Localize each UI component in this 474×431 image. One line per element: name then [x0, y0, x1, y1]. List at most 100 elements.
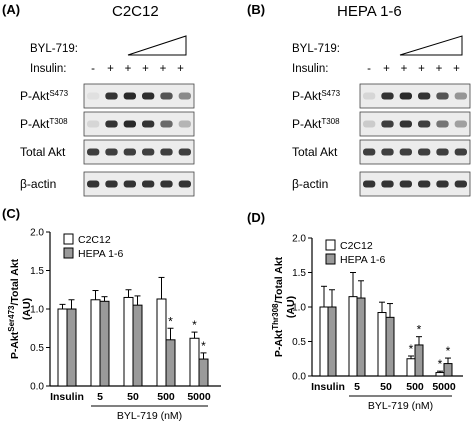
blot-row-label-a: β-actin [20, 177, 56, 191]
x-tick-label-d: 5 [354, 381, 360, 393]
panel-d-letter: (D) [247, 210, 265, 225]
blot-band-b [418, 92, 431, 100]
bar-c [66, 308, 77, 387]
panel-b-letter: (B) [247, 2, 265, 17]
blot-band-a [123, 120, 136, 128]
panel-c-letter: (C) [2, 206, 20, 221]
blot-band-b [381, 92, 394, 100]
blot-band-a [142, 120, 155, 128]
blot-row-label-a: P-AktT308 [20, 117, 68, 132]
y-tick-label-d: 2.0 [292, 234, 306, 245]
blot-band-a [123, 92, 136, 100]
significance-mark-d: * [446, 344, 451, 358]
blot-band-a [160, 180, 173, 188]
x-tick-label-c: 5 [97, 391, 103, 403]
blot-band-b [381, 120, 394, 128]
insulin-mark-a: + [160, 63, 167, 75]
blot-band-a [105, 120, 118, 128]
blot-band-b [363, 120, 376, 128]
bar-c [156, 298, 167, 387]
bar-d [319, 306, 329, 377]
bar-d [327, 306, 337, 377]
y-axis-unit-d: (AU) [285, 296, 297, 318]
blot-band-b [454, 92, 467, 100]
blot-band-b [399, 92, 412, 100]
y-tick-label-c: 2.0 [30, 228, 44, 239]
x-tick-label-d: 50 [380, 381, 392, 393]
panel-a-title: C2C12 [112, 3, 159, 20]
blot-row-label-a: P-AktS473 [20, 89, 69, 104]
blot-band-a [123, 148, 136, 156]
blot-box-b [359, 83, 471, 109]
significance-mark-c: * [201, 339, 206, 353]
blot-band-b [418, 180, 431, 188]
panel-b-dose-wedge [399, 35, 463, 56]
panel-b-insulin-label: Insulin: [292, 63, 328, 75]
legend-label-d: HEPA 1-6 [340, 254, 385, 266]
insulin-mark-a: + [142, 63, 149, 75]
insulin-mark-a: + [107, 63, 114, 75]
blot-band-a [160, 92, 173, 100]
blot-band-a [160, 148, 173, 156]
x-tick-label-c: Insulin [50, 391, 84, 403]
bar-d [435, 372, 445, 377]
insulin-mark-b: - [367, 63, 371, 75]
blot-band-b [363, 92, 376, 100]
chart-c: 0.0 0.5 1.0 1.5 2.0 P-AktSer473/Total Akt(AU)… [7, 228, 221, 422]
significance-mark-d: * [438, 357, 443, 371]
y-axis-unit-c: (AU) [21, 298, 33, 320]
x-tick-label-c: 50 [127, 391, 139, 403]
bar-c [90, 299, 101, 387]
x-tick-label-d: Insulin [311, 381, 345, 393]
blot-band-b [454, 120, 467, 128]
blot-box-b [359, 139, 471, 165]
blot-box-a [83, 139, 195, 165]
y-tick-label-d: 1.0 [292, 303, 306, 314]
x-tick-label-c: 5000 [187, 391, 211, 403]
group-label-c: BYL-719 (nM) [117, 410, 182, 422]
insulin-mark-a: + [125, 63, 132, 75]
blot-box-a [83, 83, 195, 109]
y-tick-label-c: 0.5 [30, 343, 44, 354]
y-tick-label-c: 1.5 [30, 266, 44, 277]
blot-row-label-b: Total Akt [292, 145, 338, 159]
blot-band-a [142, 180, 155, 188]
bar-d [356, 297, 366, 377]
insulin-mark-a: + [177, 63, 184, 75]
y-axis-label-c: P-AktSer473/Total Akt [7, 258, 22, 359]
bar-d [414, 344, 424, 377]
bar-c [123, 296, 134, 387]
legend-swatch-c [63, 233, 74, 245]
blot-band-a [87, 148, 100, 156]
blot-band-b [363, 148, 376, 156]
blot-row-label-b: P-AktS473 [292, 89, 341, 104]
legend-swatch-c [63, 247, 74, 259]
panel-a-drug-label: BYL-719: [30, 43, 78, 55]
significance-mark-d: * [409, 342, 414, 356]
blot-box-a [83, 111, 195, 137]
blot-band-b [399, 120, 412, 128]
legend-swatch-d [325, 253, 336, 265]
legend-label-d: C2C12 [340, 240, 373, 252]
bar-c [198, 358, 209, 387]
blot-band-a [105, 148, 118, 156]
blot-band-b [399, 180, 412, 188]
blot-band-a [142, 92, 155, 100]
insulin-mark-b: + [453, 63, 460, 75]
bar-c [189, 337, 200, 387]
insulin-mark-b: + [383, 63, 390, 75]
blot-band-b [436, 148, 449, 156]
blot-box-b [359, 171, 471, 197]
bar-d [377, 312, 387, 377]
bar-c [132, 304, 143, 387]
y-tick-label-c: 0.0 [30, 382, 44, 393]
legend-label-c: C2C12 [78, 234, 111, 246]
blot-band-b [381, 180, 394, 188]
blot-box-a [83, 171, 195, 197]
panel-b-title: HEPA 1-6 [337, 3, 402, 20]
x-tick-label-d: 500 [406, 381, 424, 393]
insulin-mark-b: + [401, 63, 408, 75]
bar-c [165, 339, 176, 387]
